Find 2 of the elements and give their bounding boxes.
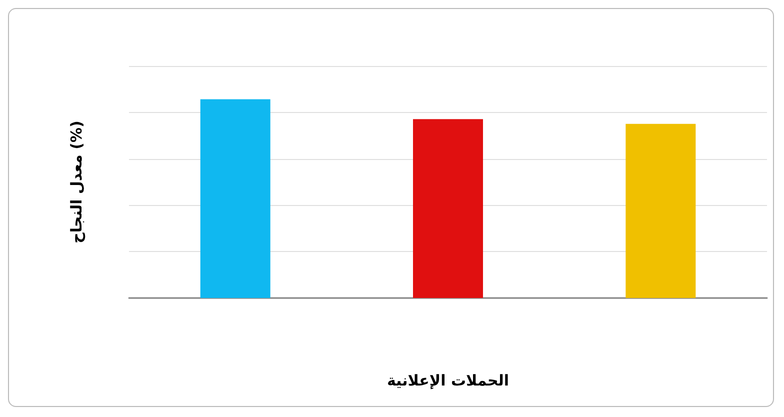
y-axis-title: معدل النجاح (%)	[68, 120, 86, 244]
x-axis-title: الحملات الإعلانية	[386, 372, 510, 390]
